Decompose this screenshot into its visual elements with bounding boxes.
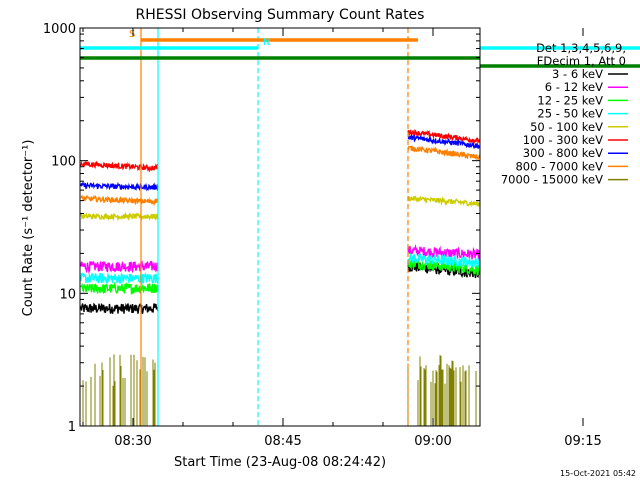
axis-ticks: 08:3008:4509:0009:1509:3009:4510:0011010…	[43, 22, 602, 449]
plot-area: SNNRD0RD4	[80, 28, 640, 426]
chart-title: RHESSI Observing Summary Count Rates	[136, 7, 425, 23]
series-line-100-300-kev	[80, 128, 481, 173]
y-tick-label-0: 1	[68, 420, 76, 435]
legend-label-0: 3 - 6 keV	[552, 67, 603, 81]
legend-header-line-2: FDecim 1, Att 0	[537, 54, 626, 68]
generation-timestamp: 15-Oct-2021 05:42	[560, 469, 636, 478]
y-tick-label-1: 10	[59, 287, 76, 302]
x-tick-label-2: 09:00	[414, 434, 451, 449]
x-tick-label-3: 09:15	[564, 434, 601, 449]
x-axis-label: Start Time (23-Aug-08 08:24:42)	[174, 455, 386, 470]
y-tick-label-3: 1000	[43, 22, 76, 37]
legend-label-3: 25 - 50 keV	[537, 107, 603, 121]
series-line-50-100-kev	[80, 195, 481, 222]
legend-label-7: 800 - 7000 keV	[515, 159, 603, 173]
series-line-12-25-kev	[80, 257, 481, 295]
x-tick-label-1: 08:45	[264, 434, 301, 449]
legend-label-6: 300 - 800 keV	[523, 146, 603, 160]
legend-label-8: 7000 - 15000 keV	[501, 173, 603, 187]
y-axis-label: Count Rate (s⁻¹ detector⁻¹)	[21, 140, 36, 317]
state-label-0: S	[129, 29, 135, 40]
legend-label-5: 100 - 300 keV	[523, 133, 603, 147]
series-line-25-50-kev	[80, 252, 481, 285]
x-tick-label-0: 08:30	[114, 434, 151, 449]
series-line-7000-15000-kev	[82, 354, 477, 426]
series-line-800-7000-kev	[80, 145, 481, 207]
y-tick-label-2: 100	[51, 155, 76, 170]
legend-label-4: 50 - 100 keV	[530, 120, 603, 134]
legend-header-line-1: Det 1,3,4,5,6,9,	[536, 41, 626, 55]
state-label-1: N	[263, 37, 270, 48]
legend-label-2: 12 - 25 keV	[537, 93, 603, 107]
series-line-300-800-kev	[80, 133, 480, 192]
plot-frame	[79, 27, 481, 427]
legend-label-1: 6 - 12 keV	[545, 80, 603, 94]
